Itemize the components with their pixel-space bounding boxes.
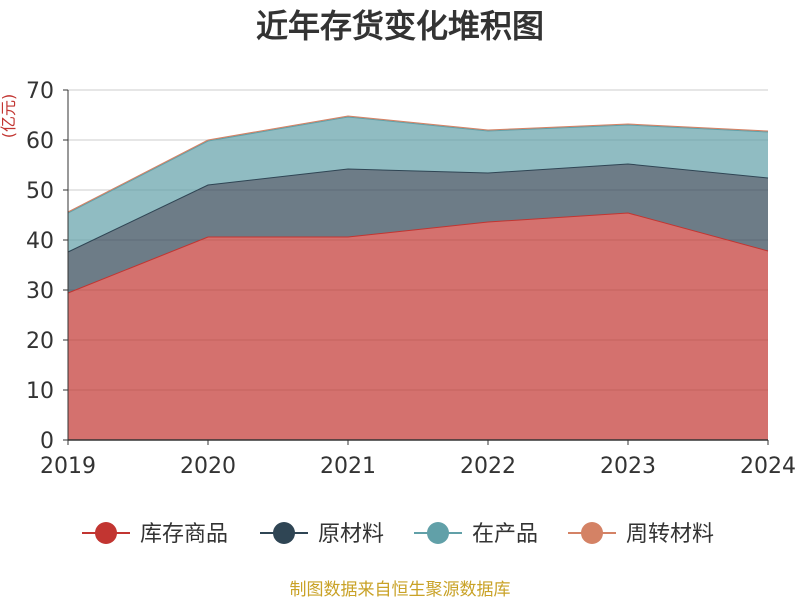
x-tick-label: 2022 [460,454,516,479]
y-tick-labels: 0 10 20 30 40 50 60 70 [26,79,54,454]
series-line-2 [67,116,769,214]
x-tick-label: 2024 [740,454,796,479]
series-line-0 [67,212,769,294]
x-tick-label: 2019 [40,454,96,479]
series-area-0 [68,213,768,440]
y-tick-label: 10 [26,379,54,404]
series-line-1 [67,163,769,253]
legend-item-3[interactable]: 周转材料 [568,522,714,547]
y-tick-label: 20 [26,329,54,354]
legend-item-0[interactable]: 库存商品 [82,522,228,547]
y-tick-label: 30 [26,279,54,304]
legend-item-1[interactable]: 原材料 [260,522,384,547]
series-lines [67,115,769,294]
series-line-3 [67,115,769,213]
x-tick-label: 2021 [320,454,376,479]
legend-marker-icon [581,522,603,544]
y-tick-label: 60 [26,129,54,154]
y-tick-label: 40 [26,229,54,254]
series-area-1 [68,164,768,293]
x-tick-label: 2020 [180,454,236,479]
series-areas [68,116,768,440]
legend-label: 原材料 [318,522,384,547]
legend[interactable]: 库存商品 原材料 在产品 周转材料 [82,522,714,547]
legend-marker-icon [273,522,295,544]
y-tick-label: 70 [26,79,54,104]
chart-title: 近年存货变化堆积图 [256,7,544,45]
y-axis-label: (亿元) [0,94,18,139]
x-tick-labels: 2019 2020 2021 2022 2023 2024 [40,454,796,479]
y-tick-label: 0 [40,429,54,454]
series-area-2 [68,117,768,252]
legend-marker-icon [427,522,449,544]
x-tick-label: 2023 [600,454,656,479]
legend-label: 周转材料 [626,522,714,547]
y-tick-label: 50 [26,179,54,204]
data-source-footer: 制图数据来自恒生聚源数据库 [290,580,511,600]
legend-item-2[interactable]: 在产品 [414,522,538,547]
legend-marker-icon [95,522,117,544]
axes [63,89,769,445]
legend-label: 库存商品 [140,522,228,547]
legend-label: 在产品 [472,522,538,547]
